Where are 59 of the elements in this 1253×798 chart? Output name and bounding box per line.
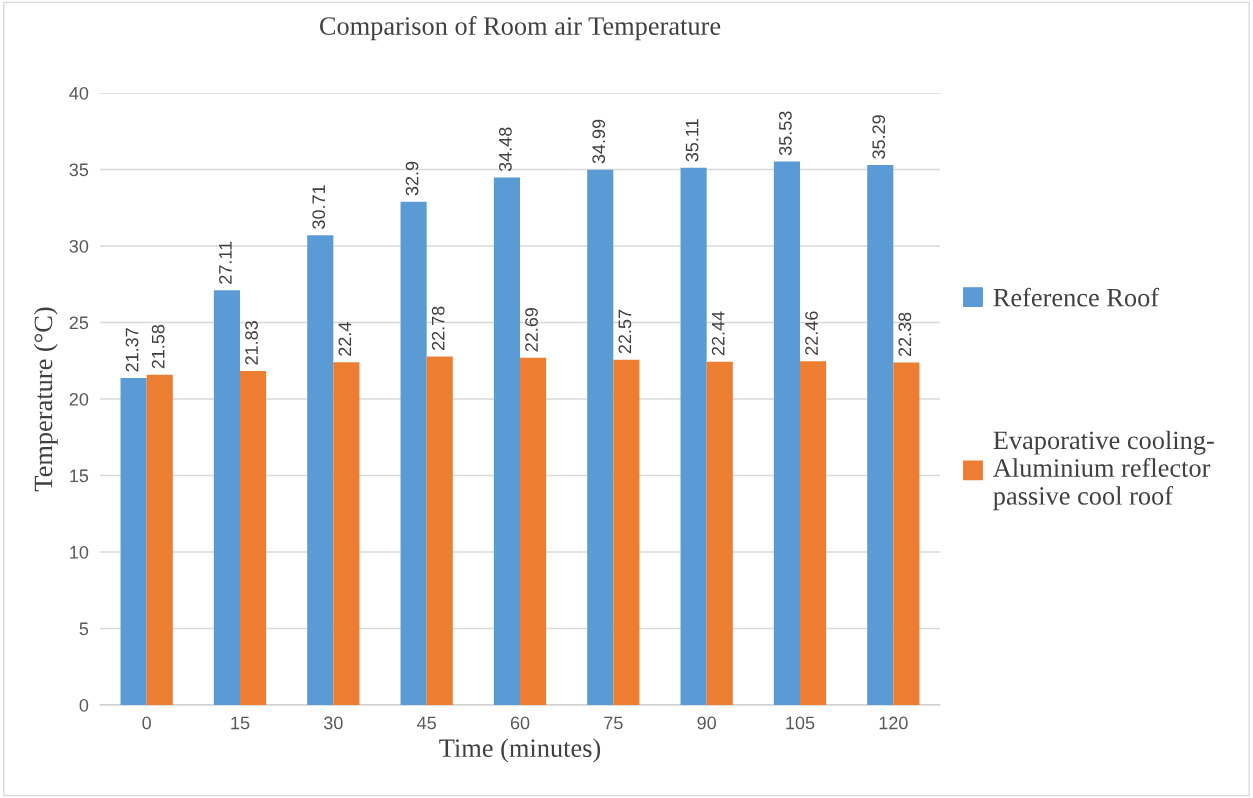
legend-label: Evaporative cooling- Aluminium reflector passive cool roof: [993, 430, 1214, 511]
data-label: 22.38: [898, 312, 912, 357]
data-label: 32.9: [405, 161, 419, 196]
bar: [520, 357, 547, 705]
y-tick-label: 20: [69, 392, 89, 406]
y-tick-label: 5: [79, 622, 89, 636]
y-tick-label: 10: [70, 545, 89, 559]
chart-title: Comparison of Room air Temperature: [319, 16, 721, 41]
data-label: 34.99: [592, 119, 606, 164]
y-tick-label: 40: [69, 86, 89, 100]
legend-label: Reference Roof: [993, 287, 1160, 307]
bar: [613, 359, 640, 705]
data-label: 22.4: [338, 322, 352, 356]
x-tick-label: 0: [142, 716, 151, 730]
x-tick-label: 30: [323, 716, 343, 730]
bar: [867, 165, 894, 705]
bar: [146, 374, 173, 705]
x-tick-label: 120: [879, 716, 908, 730]
y-axis-title: Temperature (°C): [33, 307, 58, 492]
data-label: 35.53: [778, 111, 792, 156]
x-axis-title: Time (minutes): [439, 738, 601, 763]
bar: [773, 161, 800, 705]
data-label: 22.78: [431, 306, 445, 350]
x-tick-label: 105: [786, 716, 815, 730]
x-tick-label: 45: [417, 716, 436, 730]
bar: [680, 167, 707, 705]
x-tick-label: 75: [604, 716, 623, 730]
bar: [333, 362, 360, 705]
bar: [587, 169, 614, 705]
bar: [307, 235, 334, 705]
x-tick-label: 60: [510, 716, 530, 730]
bar: [706, 361, 733, 705]
data-label: 22.57: [618, 309, 632, 354]
bar: [400, 201, 427, 705]
data-label: 21.83: [245, 321, 258, 365]
bar: [800, 361, 827, 705]
data-label: 22.69: [525, 307, 538, 352]
bar: [120, 378, 147, 705]
data-label: 22.46: [805, 311, 818, 355]
data-label: 35.29: [872, 115, 886, 159]
y-tick-label: 15: [70, 469, 89, 483]
x-tick-label: 90: [697, 716, 716, 730]
data-label: 22.44: [711, 311, 725, 356]
data-label: 34.48: [498, 127, 512, 172]
y-tick-label: 25: [69, 316, 89, 330]
x-tick-label: 15: [231, 716, 250, 730]
data-label: 21.58: [151, 324, 165, 369]
bar: [426, 356, 453, 705]
bar: [240, 371, 267, 705]
y-tick-label: 35: [69, 163, 89, 177]
data-label: 27.11: [218, 241, 232, 284]
y-tick-label: 30: [69, 239, 89, 253]
y-tick-label: 0: [79, 698, 89, 712]
bar: [893, 362, 920, 705]
bar: [213, 290, 240, 705]
bar: [493, 177, 520, 705]
data-label: 30.71: [312, 185, 326, 229]
data-label: 21.37: [125, 328, 139, 372]
data-label: 35.11: [685, 119, 699, 162]
